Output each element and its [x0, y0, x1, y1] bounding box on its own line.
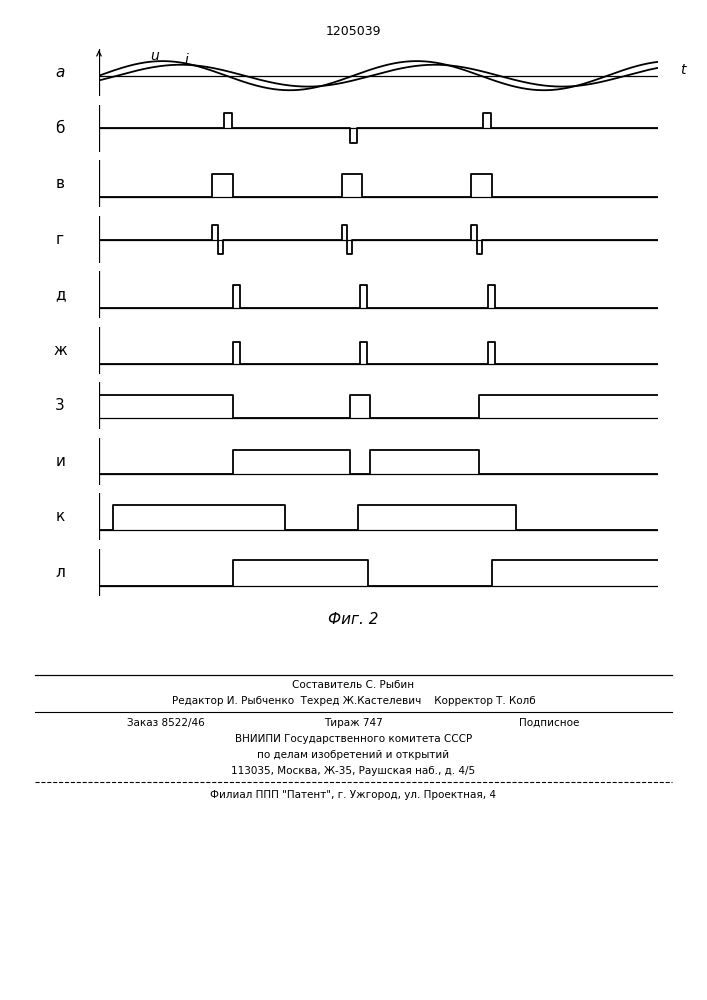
Text: Редактор И. Рыбченко  Техред Ж.Кастелевич    Корректор Т. Колб: Редактор И. Рыбченко Техред Ж.Кастелевич… — [172, 696, 535, 706]
Text: г: г — [56, 232, 64, 247]
Text: а: а — [55, 65, 65, 80]
Text: л: л — [55, 565, 65, 580]
Text: Филиал ППП "Патент", г. Ужгород, ул. Проектная, 4: Филиал ППП "Патент", г. Ужгород, ул. Про… — [211, 790, 496, 800]
Text: Заказ 8522/46: Заказ 8522/46 — [127, 718, 205, 728]
Text: 1205039: 1205039 — [326, 25, 381, 38]
Text: Подписное: Подписное — [520, 718, 580, 728]
Text: б: б — [55, 121, 65, 136]
Text: д: д — [55, 287, 65, 302]
Text: t: t — [679, 63, 685, 77]
Text: в: в — [56, 176, 64, 191]
Text: Составитель С. Рыбин: Составитель С. Рыбин — [293, 680, 414, 690]
Text: по делам изобретений и открытий: по делам изобретений и открытий — [257, 750, 450, 760]
Text: и: и — [55, 454, 65, 469]
Text: Тираж 747: Тираж 747 — [324, 718, 383, 728]
Text: 113035, Москва, Ж-35, Раушская наб., д. 4/5: 113035, Москва, Ж-35, Раушская наб., д. … — [231, 766, 476, 776]
Text: i: i — [185, 53, 189, 67]
Text: ж: ж — [53, 343, 67, 358]
Text: u: u — [151, 49, 159, 63]
Text: к: к — [55, 509, 65, 524]
Text: Фиг. 2: Фиг. 2 — [328, 612, 379, 627]
Text: 3: 3 — [55, 398, 65, 413]
Text: ВНИИПИ Государственного комитета СССР: ВНИИПИ Государственного комитета СССР — [235, 734, 472, 744]
